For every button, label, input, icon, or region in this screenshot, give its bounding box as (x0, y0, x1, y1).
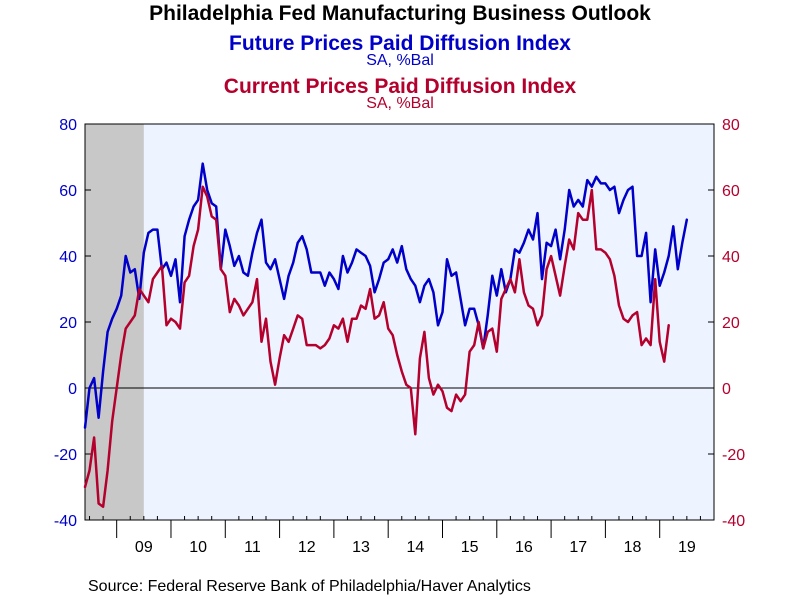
series-1-units: SA, %Bal (366, 52, 434, 69)
right-axis-label: -40 (722, 513, 745, 530)
series-line-2 (83, 185, 670, 509)
right-axis-label: 40 (722, 249, 740, 266)
series-line-1 (83, 162, 689, 429)
source-note: Source: Federal Reserve Bank of Philadel… (88, 578, 531, 595)
x-axis-label: 19 (678, 539, 696, 556)
right-axis-label: 0 (722, 381, 731, 398)
left-axis-label: 0 (68, 381, 77, 398)
x-axis-label: 18 (624, 539, 642, 556)
x-axis-label: 13 (352, 539, 370, 556)
left-axis-label: 20 (59, 315, 77, 332)
right-axis-label: 60 (722, 183, 740, 200)
x-axis-label: 09 (135, 539, 153, 556)
left-axis-label: -20 (54, 447, 77, 464)
left-axis-label: 60 (59, 183, 77, 200)
series-2-units: SA, %Bal (366, 95, 434, 112)
x-axis-label: 16 (515, 539, 533, 556)
left-axis-label: 40 (59, 249, 77, 266)
x-axis-label: 11 (244, 539, 261, 556)
recession-band (85, 124, 144, 520)
x-axis-label: 15 (461, 539, 479, 556)
left-axis-label: -40 (54, 513, 77, 530)
x-axis-label: 12 (298, 539, 316, 556)
right-axis-label: 20 (722, 315, 740, 332)
chart-title: Philadelphia Fed Manufacturing Business … (149, 2, 651, 25)
series-2-title: Current Prices Paid Diffusion Index (223, 75, 577, 98)
left-axis-label: 80 (59, 117, 77, 134)
right-axis-label: 80 (722, 117, 740, 134)
x-axis-label: 10 (189, 539, 207, 556)
x-axis-label: 14 (406, 539, 424, 556)
series-1-title: Future Prices Paid Diffusion Index (229, 32, 571, 55)
right-axis-label: -20 (722, 447, 745, 464)
x-axis-label: 17 (569, 539, 587, 556)
plot-area (85, 124, 714, 520)
